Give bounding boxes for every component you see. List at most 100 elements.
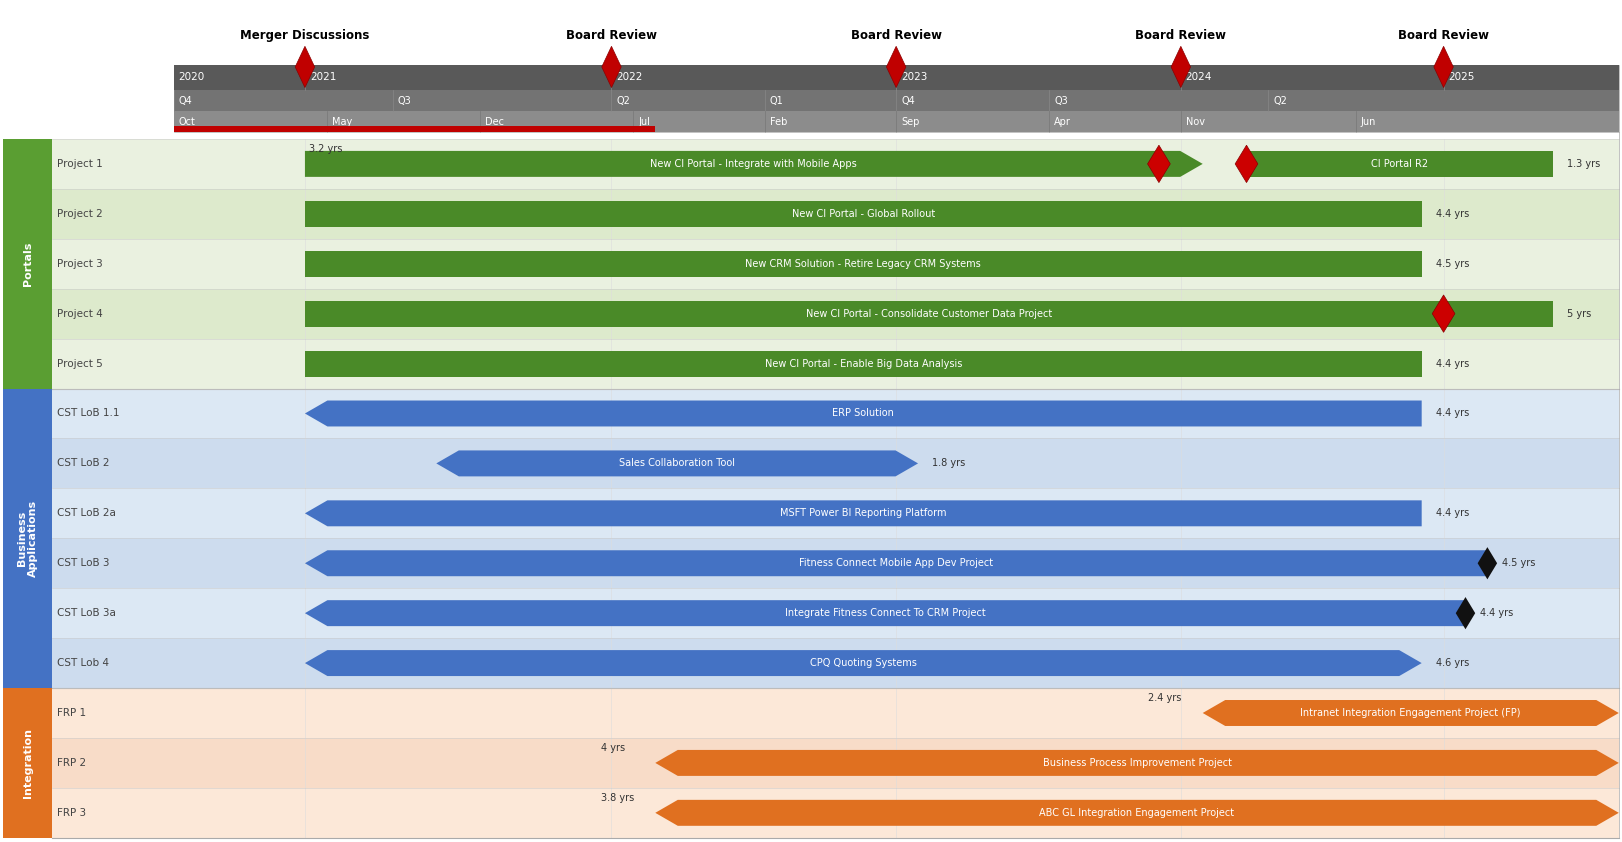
Text: New CI Portal - Integrate with Mobile Apps: New CI Portal - Integrate with Mobile Ap…	[650, 159, 856, 169]
Text: Board Review: Board Review	[1135, 29, 1226, 42]
Text: Dec: Dec	[485, 117, 504, 126]
Text: CST Lob 4: CST Lob 4	[57, 658, 109, 668]
Polygon shape	[305, 151, 1202, 177]
Polygon shape	[655, 800, 1619, 826]
Text: 2022: 2022	[616, 72, 642, 83]
Text: 4.6 yrs: 4.6 yrs	[1435, 658, 1470, 668]
Text: ERP Solution: ERP Solution	[832, 408, 894, 418]
Polygon shape	[1236, 145, 1259, 183]
Text: Intranet Integration Engagement Project (FP): Intranet Integration Engagement Project …	[1301, 708, 1521, 718]
Bar	[305, 350, 1421, 376]
Polygon shape	[305, 600, 1466, 626]
Text: 4.4 yrs: 4.4 yrs	[1435, 209, 1470, 219]
Text: Business Process Improvement Project: Business Process Improvement Project	[1043, 758, 1231, 768]
Bar	[52, 738, 1619, 788]
Polygon shape	[1432, 295, 1455, 333]
Bar	[1246, 151, 1554, 177]
Text: CST LoB 2a: CST LoB 2a	[57, 509, 115, 519]
Bar	[52, 589, 1619, 638]
Text: Q2: Q2	[616, 96, 631, 105]
Text: 2025: 2025	[1448, 72, 1474, 83]
Bar	[52, 139, 1619, 189]
Text: CPQ Quoting Systems: CPQ Quoting Systems	[809, 658, 916, 668]
Text: May: May	[333, 117, 352, 126]
Bar	[174, 111, 1619, 132]
Polygon shape	[1434, 46, 1453, 88]
Bar	[52, 688, 1619, 738]
Text: FRP 1: FRP 1	[57, 708, 86, 718]
Text: FRP 3: FRP 3	[57, 807, 86, 818]
Text: New CRM Solution - Retire Legacy CRM Systems: New CRM Solution - Retire Legacy CRM Sys…	[746, 258, 981, 269]
Text: 2021: 2021	[310, 72, 336, 83]
Text: Integration: Integration	[23, 728, 32, 798]
Text: 4.5 yrs: 4.5 yrs	[1435, 258, 1470, 269]
Bar	[52, 338, 1619, 388]
Bar	[3, 388, 52, 688]
Bar	[174, 65, 1619, 90]
Text: 3.8 yrs: 3.8 yrs	[600, 793, 634, 803]
Text: 2024: 2024	[1186, 72, 1212, 83]
Polygon shape	[1202, 700, 1619, 726]
Bar	[52, 388, 1619, 439]
Text: Business
Applications: Business Applications	[16, 499, 39, 577]
Bar	[52, 189, 1619, 239]
Text: 4.4 yrs: 4.4 yrs	[1435, 509, 1470, 519]
Text: Feb: Feb	[770, 117, 787, 126]
Polygon shape	[1478, 547, 1497, 579]
Text: 2023: 2023	[902, 72, 928, 83]
Text: Sep: Sep	[902, 117, 920, 126]
Text: MSFT Power BI Reporting Platform: MSFT Power BI Reporting Platform	[780, 509, 947, 519]
Text: CST LoB 3: CST LoB 3	[57, 558, 109, 568]
Text: Q1: Q1	[770, 96, 783, 105]
Polygon shape	[295, 46, 315, 88]
Polygon shape	[1171, 46, 1191, 88]
Text: CST LoB 2: CST LoB 2	[57, 458, 109, 468]
Text: New CI Portal - Enable Big Data Analysis: New CI Portal - Enable Big Data Analysis	[764, 359, 962, 369]
Polygon shape	[436, 450, 918, 477]
Bar	[3, 139, 52, 388]
Polygon shape	[1147, 145, 1169, 183]
Text: Project 1: Project 1	[57, 159, 102, 169]
Text: Board Review: Board Review	[1398, 29, 1489, 42]
Bar	[52, 239, 1619, 289]
Text: Project 5: Project 5	[57, 359, 102, 369]
Text: New CI Portal - Consolidate Customer Data Project: New CI Portal - Consolidate Customer Dat…	[806, 309, 1053, 318]
Bar	[174, 90, 1619, 111]
Text: 4.4 yrs: 4.4 yrs	[1479, 608, 1513, 618]
Text: ABC GL Integration Engagement Project: ABC GL Integration Engagement Project	[1040, 807, 1234, 818]
Text: 3.2 yrs: 3.2 yrs	[310, 144, 342, 154]
Text: Portals: Portals	[23, 242, 32, 286]
Text: Q4: Q4	[178, 96, 191, 105]
Bar	[52, 538, 1619, 589]
Bar	[305, 201, 1421, 226]
Text: 1.3 yrs: 1.3 yrs	[1567, 159, 1601, 169]
Text: Q3: Q3	[1054, 96, 1067, 105]
Text: Oct: Oct	[178, 117, 195, 126]
Text: 4 yrs: 4 yrs	[600, 743, 624, 753]
Text: Q4: Q4	[902, 96, 915, 105]
Bar	[52, 289, 1619, 338]
Polygon shape	[305, 650, 1421, 676]
Text: Project 4: Project 4	[57, 309, 102, 318]
Text: CST LoB 3a: CST LoB 3a	[57, 608, 115, 618]
Polygon shape	[655, 750, 1619, 775]
Text: CI Portal R2: CI Portal R2	[1371, 159, 1429, 169]
Bar	[52, 488, 1619, 538]
Text: Integrate Fitness Connect To CRM Project: Integrate Fitness Connect To CRM Project	[785, 608, 986, 618]
Text: New CI Portal - Global Rollout: New CI Portal - Global Rollout	[792, 209, 934, 219]
Polygon shape	[305, 500, 1421, 526]
Text: Q2: Q2	[1273, 96, 1288, 105]
Polygon shape	[305, 401, 1421, 426]
Bar	[52, 638, 1619, 688]
Bar	[52, 439, 1619, 488]
Polygon shape	[602, 46, 621, 88]
Text: 4.5 yrs: 4.5 yrs	[1502, 558, 1534, 568]
Polygon shape	[886, 46, 905, 88]
Text: Nov: Nov	[1186, 117, 1205, 126]
Bar	[305, 251, 1421, 277]
Text: Project 2: Project 2	[57, 209, 102, 219]
Text: Jun: Jun	[1361, 117, 1375, 126]
Text: CST LoB 1.1: CST LoB 1.1	[57, 408, 120, 418]
Text: Board Review: Board Review	[566, 29, 657, 42]
Text: Project 3: Project 3	[57, 258, 102, 269]
